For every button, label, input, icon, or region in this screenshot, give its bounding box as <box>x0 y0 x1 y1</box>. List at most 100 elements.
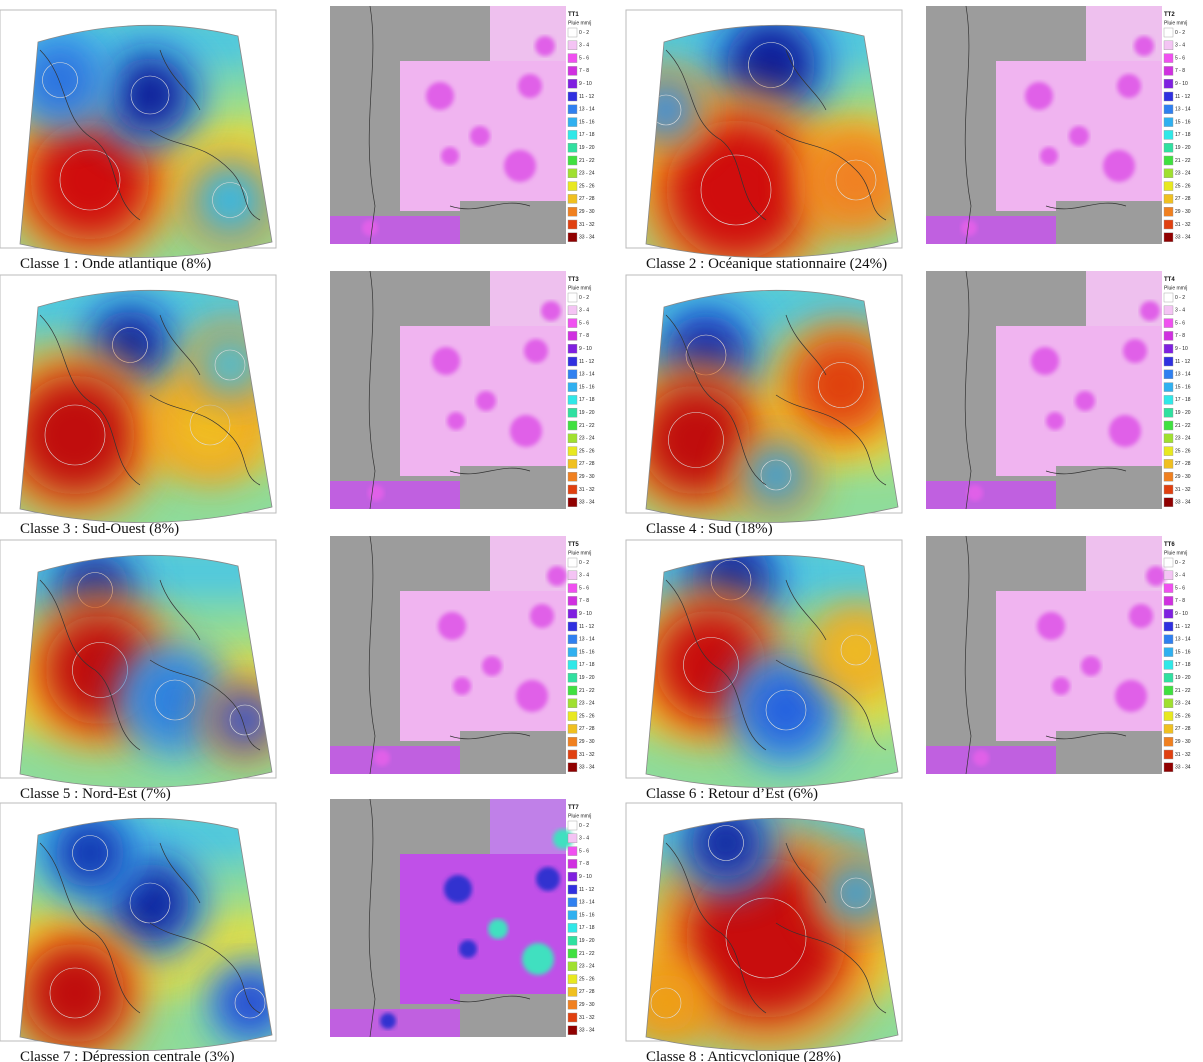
legend-swatch <box>567 181 578 191</box>
legend-unit: Pluie mm/j <box>568 20 591 26</box>
legend-label: 25 - 26 <box>579 183 595 189</box>
legend-label: 11 - 12 <box>1175 624 1190 630</box>
legend-swatch <box>1163 484 1174 495</box>
legend-label: 5 - 6 <box>579 848 589 854</box>
contour <box>835 159 877 201</box>
contour <box>229 704 261 736</box>
legend-label: 21 - 22 <box>1175 158 1191 164</box>
legend-swatch <box>567 974 578 984</box>
legend-swatch <box>1163 232 1174 243</box>
rain-zone <box>926 216 1056 244</box>
rain-patch <box>459 940 477 958</box>
legend-label: 15 - 16 <box>1175 384 1191 390</box>
legend-label: 9 - 10 <box>1175 81 1188 87</box>
legend-label: 0 - 2 <box>579 560 589 566</box>
coastline <box>39 842 261 1014</box>
legend-swatch <box>567 343 578 354</box>
coastline <box>39 314 261 486</box>
rain-patch <box>374 750 390 766</box>
legend-swatch <box>1163 206 1174 217</box>
legend-title: TT1 <box>568 12 579 18</box>
fan-outline <box>19 817 273 1051</box>
fan-outline <box>19 554 273 788</box>
contour <box>72 835 108 871</box>
field-core <box>30 120 150 240</box>
legend-label: 19 - 20 <box>1175 410 1191 416</box>
legend-swatch <box>567 583 578 593</box>
legend-swatch <box>567 685 578 696</box>
legend-label: 3 - 4 <box>579 308 589 314</box>
legend: TT4 Pluie mm/j 0 - 2 3 - 4 5 - 6 7 - 8 9 - 10 1… <box>1163 277 1191 508</box>
legend-title: TT4 <box>1164 277 1175 283</box>
field-core <box>200 335 260 395</box>
legend-label: 21 - 22 <box>579 951 595 957</box>
legend-swatch <box>1163 570 1174 580</box>
legend-unit: Pluie mm/j <box>1164 285 1187 291</box>
legend-label: 33 - 34 <box>579 235 595 241</box>
contour <box>234 987 266 1019</box>
legend-label: 3 - 4 <box>579 573 589 579</box>
coastline <box>368 798 531 1038</box>
contour <box>49 967 101 1019</box>
rain-patch <box>444 875 472 903</box>
legend-swatch <box>567 961 578 972</box>
rain-patch <box>536 867 560 891</box>
rain-patch <box>1115 680 1147 712</box>
legend-label: 21 - 22 <box>579 423 595 429</box>
legend-label: 27 - 28 <box>579 196 595 202</box>
rain-patch <box>504 150 536 182</box>
relief <box>460 466 566 509</box>
legend-swatch <box>567 459 578 469</box>
legend-swatch <box>567 484 578 495</box>
rain-patch <box>522 943 554 975</box>
legend-label: 7 - 8 <box>1175 333 1185 339</box>
rain-patch <box>973 750 989 766</box>
legend-swatch <box>1163 343 1174 354</box>
legend: TT5 Pluie mm/j 0 - 2 3 - 4 5 - 6 7 - 8 9 - 10 1… <box>567 542 595 773</box>
legend-swatch <box>567 232 578 243</box>
legend-swatch <box>567 859 578 869</box>
legend-swatch <box>1163 647 1174 657</box>
legend-label: 21 - 22 <box>1175 688 1191 694</box>
rain-patch <box>535 36 555 56</box>
legend-label: 21 - 22 <box>579 688 595 694</box>
contour <box>59 149 121 211</box>
legend-swatch <box>1163 634 1174 645</box>
legend: TT6 Pluie mm/j 0 - 2 3 - 4 5 - 6 7 - 8 9 - 10 1… <box>1163 542 1191 773</box>
rain-patch <box>362 220 378 236</box>
contour <box>650 987 682 1019</box>
rain-patch <box>1040 147 1058 165</box>
legend-label: 25 - 26 <box>579 713 595 719</box>
legend-label: 19 - 20 <box>579 145 595 151</box>
legend-swatch <box>1163 27 1174 38</box>
legend-label: 33 - 34 <box>1175 500 1191 506</box>
legend-swatch <box>567 130 578 140</box>
contour <box>42 62 78 98</box>
legend-label: 11 - 12 <box>579 624 594 630</box>
legend-swatch <box>567 407 578 418</box>
legend-label: 23 - 24 <box>1175 171 1191 177</box>
pattern-map <box>625 539 903 788</box>
legend-label: 31 - 32 <box>579 222 595 228</box>
fan-outline <box>645 817 899 1051</box>
pattern-map <box>0 539 277 788</box>
rain-patch <box>1109 415 1141 447</box>
legend-swatch <box>1163 724 1174 734</box>
legend-label: 31 - 32 <box>1175 487 1191 493</box>
legend-swatch <box>567 724 578 734</box>
fan-outline <box>645 554 899 788</box>
legend-swatch <box>567 471 578 482</box>
legend-title: TT3 <box>568 277 579 283</box>
legend-label: 13 - 14 <box>579 372 595 378</box>
legend-swatch <box>567 884 578 895</box>
legend-swatch <box>1163 130 1174 140</box>
legend-label: 19 - 20 <box>579 938 595 944</box>
legend-label: 21 - 22 <box>1175 423 1191 429</box>
legend-label: 29 - 30 <box>579 1002 595 1008</box>
legend-label: 0 - 2 <box>579 823 589 829</box>
caption: Classe 2 : Océanique stationnaire (24%) <box>646 256 887 272</box>
legend-title: TT2 <box>1164 12 1175 18</box>
contour <box>44 404 106 466</box>
